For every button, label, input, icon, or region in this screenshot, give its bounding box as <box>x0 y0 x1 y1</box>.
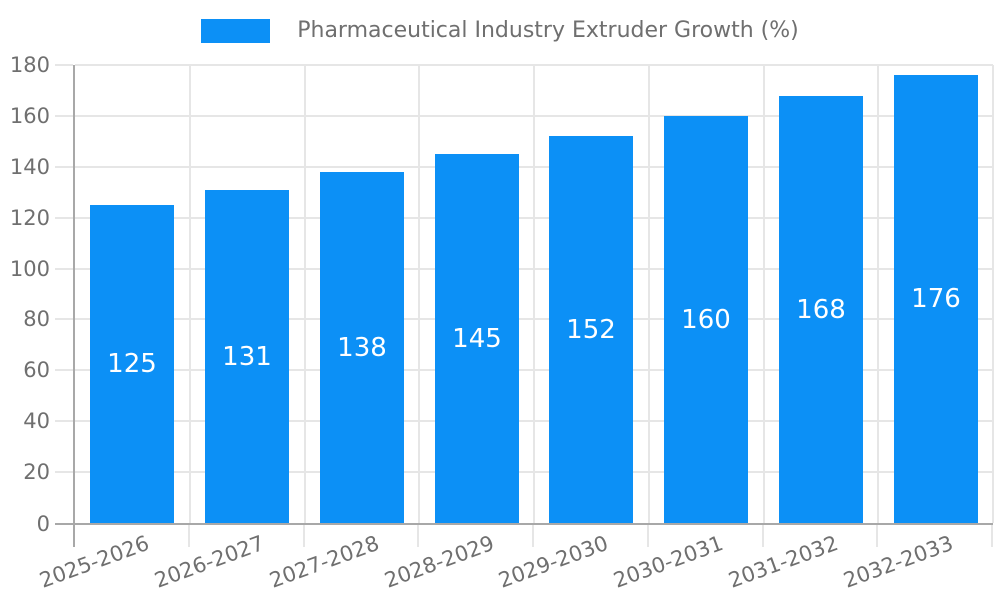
y-axis-tick-label: 180 <box>9 53 50 77</box>
bar: 160 <box>664 116 748 523</box>
x-axis-tick <box>646 525 649 547</box>
y-axis-tick-label: 0 <box>36 512 50 536</box>
bar: 131 <box>205 190 289 523</box>
bar-value-label: 125 <box>107 349 157 379</box>
x-axis-tick-label: 2031-2032 <box>725 531 842 593</box>
x-axis-tick <box>417 525 420 547</box>
gridline-vertical <box>647 65 650 523</box>
y-axis-tick <box>55 114 73 117</box>
x-axis-tick <box>302 525 305 547</box>
y-axis-tick <box>55 318 73 321</box>
bar: 152 <box>549 136 633 523</box>
gridline-vertical <box>877 65 880 523</box>
y-axis-tick <box>55 216 73 219</box>
y-axis-tick <box>55 471 73 474</box>
gridline-vertical <box>188 65 191 523</box>
y-axis-tick-label: 140 <box>9 154 50 179</box>
x-axis-tick-label: 2032-2033 <box>840 531 956 593</box>
y-axis-tick-label: 160 <box>9 103 50 128</box>
bar: 168 <box>779 96 863 523</box>
bar: 138 <box>320 172 404 523</box>
bar-value-label: 131 <box>222 341 272 372</box>
bar-value-label: 176 <box>911 284 961 314</box>
chart-legend: Pharmaceutical Industry Extruder Growth … <box>0 19 1000 43</box>
x-axis-tick-label: 2030-2031 <box>610 531 727 593</box>
gridline-vertical <box>418 65 421 523</box>
bar-value-label: 168 <box>796 294 846 325</box>
bar: 176 <box>894 75 978 523</box>
x-axis-tick <box>991 525 993 547</box>
x-axis-tick <box>73 525 75 547</box>
x-axis-tick <box>761 525 764 547</box>
bar-value-label: 160 <box>681 304 731 335</box>
bar-value-label: 152 <box>566 314 616 345</box>
bar: 145 <box>435 154 519 523</box>
y-axis-tick-label: 120 <box>9 205 50 230</box>
x-axis-tick <box>876 525 879 547</box>
x-axis-tick <box>532 525 534 547</box>
bar: 125 <box>90 205 174 523</box>
bar-value-label: 145 <box>452 323 502 354</box>
y-axis-tick-label: 80 <box>23 307 50 332</box>
x-axis-tick-label: 2028-2029 <box>381 531 497 593</box>
y-axis-tick <box>55 420 73 423</box>
bar-value-label: 138 <box>337 332 387 363</box>
y-axis-tick-label: 100 <box>9 256 50 281</box>
x-axis-tick-label: 2027-2028 <box>266 531 383 593</box>
y-axis-tick-label: 60 <box>23 358 50 383</box>
y-axis-tick <box>55 165 73 168</box>
y-axis-tick <box>55 369 73 372</box>
y-axis-tick-label: 40 <box>23 409 50 434</box>
x-axis-tick-label: 2029-2030 <box>495 531 612 593</box>
gridline-vertical <box>762 65 765 523</box>
x-axis-tick-label: 2026-2027 <box>151 531 268 593</box>
y-axis-tick <box>55 523 73 525</box>
y-axis-tick-label: 20 <box>23 460 50 485</box>
gridline-vertical <box>533 65 535 523</box>
y-axis-line <box>73 65 75 525</box>
x-axis-tick-label: 2025-2026 <box>36 531 153 593</box>
chart-title: Pharmaceutical Industry Extruder Growth … <box>297 18 799 43</box>
legend-item[interactable]: Pharmaceutical Industry Extruder Growth … <box>201 19 799 43</box>
y-axis-tick <box>55 267 73 270</box>
y-axis-tick <box>55 64 73 66</box>
legend-swatch-icon <box>201 19 271 43</box>
x-axis-tick <box>187 525 190 547</box>
x-axis-line <box>73 523 993 525</box>
gridline-vertical <box>303 65 306 523</box>
gridline-vertical <box>992 65 994 523</box>
